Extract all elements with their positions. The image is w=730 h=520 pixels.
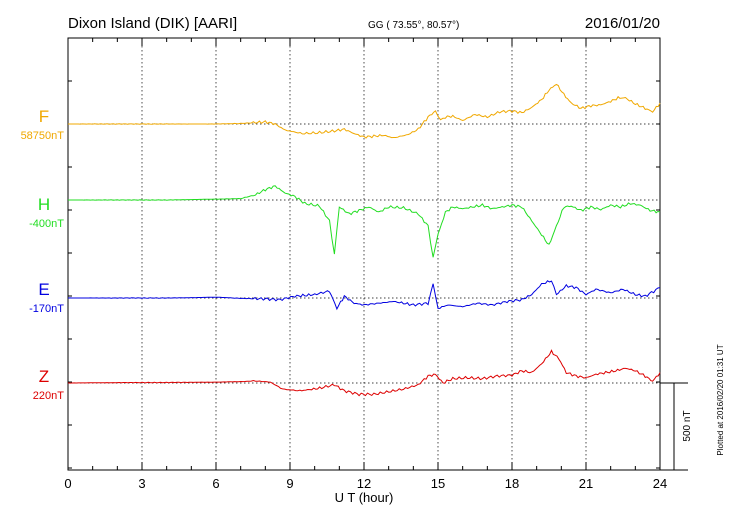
x-tick-label: 6 xyxy=(212,476,219,491)
series-h-baseline: -400nT xyxy=(29,218,64,230)
x-tick-label: 21 xyxy=(579,476,593,491)
plotted-timestamp: Plotted at 2016/02/20 01:31 UT xyxy=(716,344,725,455)
series-f-baseline: 58750nT xyxy=(21,130,65,142)
series-z-baseline: 220nT xyxy=(33,390,64,402)
x-tick-label: 24 xyxy=(653,476,667,491)
x-tick-label: 3 xyxy=(138,476,145,491)
scale-bar-label: 500 nT xyxy=(682,410,693,441)
series-labels: F 58750nT H -400nT E -170nT Z 220nT xyxy=(21,107,65,402)
scale-bar: 500 nT xyxy=(660,382,693,471)
x-axis-label: U T (hour) xyxy=(335,490,394,505)
series-z-line xyxy=(67,349,661,397)
series-h-name: H xyxy=(38,195,50,214)
grid xyxy=(68,38,660,470)
series-f-line xyxy=(68,83,661,139)
x-tick-label: 18 xyxy=(505,476,519,491)
axis-ticks xyxy=(67,38,661,470)
series-h-line xyxy=(68,185,661,258)
x-tick-labels: 0 3 6 9 12 15 18 21 24 xyxy=(64,476,667,491)
series-e-baseline: -170nT xyxy=(29,303,64,315)
x-tick-label: 15 xyxy=(431,476,445,491)
station-coords: GG ( 73.55°, 80.57°) xyxy=(368,20,459,31)
x-tick-label: 0 xyxy=(64,476,71,491)
station-title: Dixon Island (DIK) [AARI] xyxy=(68,15,237,32)
series-f-name: F xyxy=(39,107,49,126)
chart-date: 2016/01/20 xyxy=(585,15,660,32)
series-e-line xyxy=(67,280,661,311)
x-tick-label: 9 xyxy=(286,476,293,491)
x-tick-label: 12 xyxy=(357,476,371,491)
series-z-name: Z xyxy=(39,367,49,386)
series-e-name: E xyxy=(38,280,49,299)
traces xyxy=(67,83,661,397)
